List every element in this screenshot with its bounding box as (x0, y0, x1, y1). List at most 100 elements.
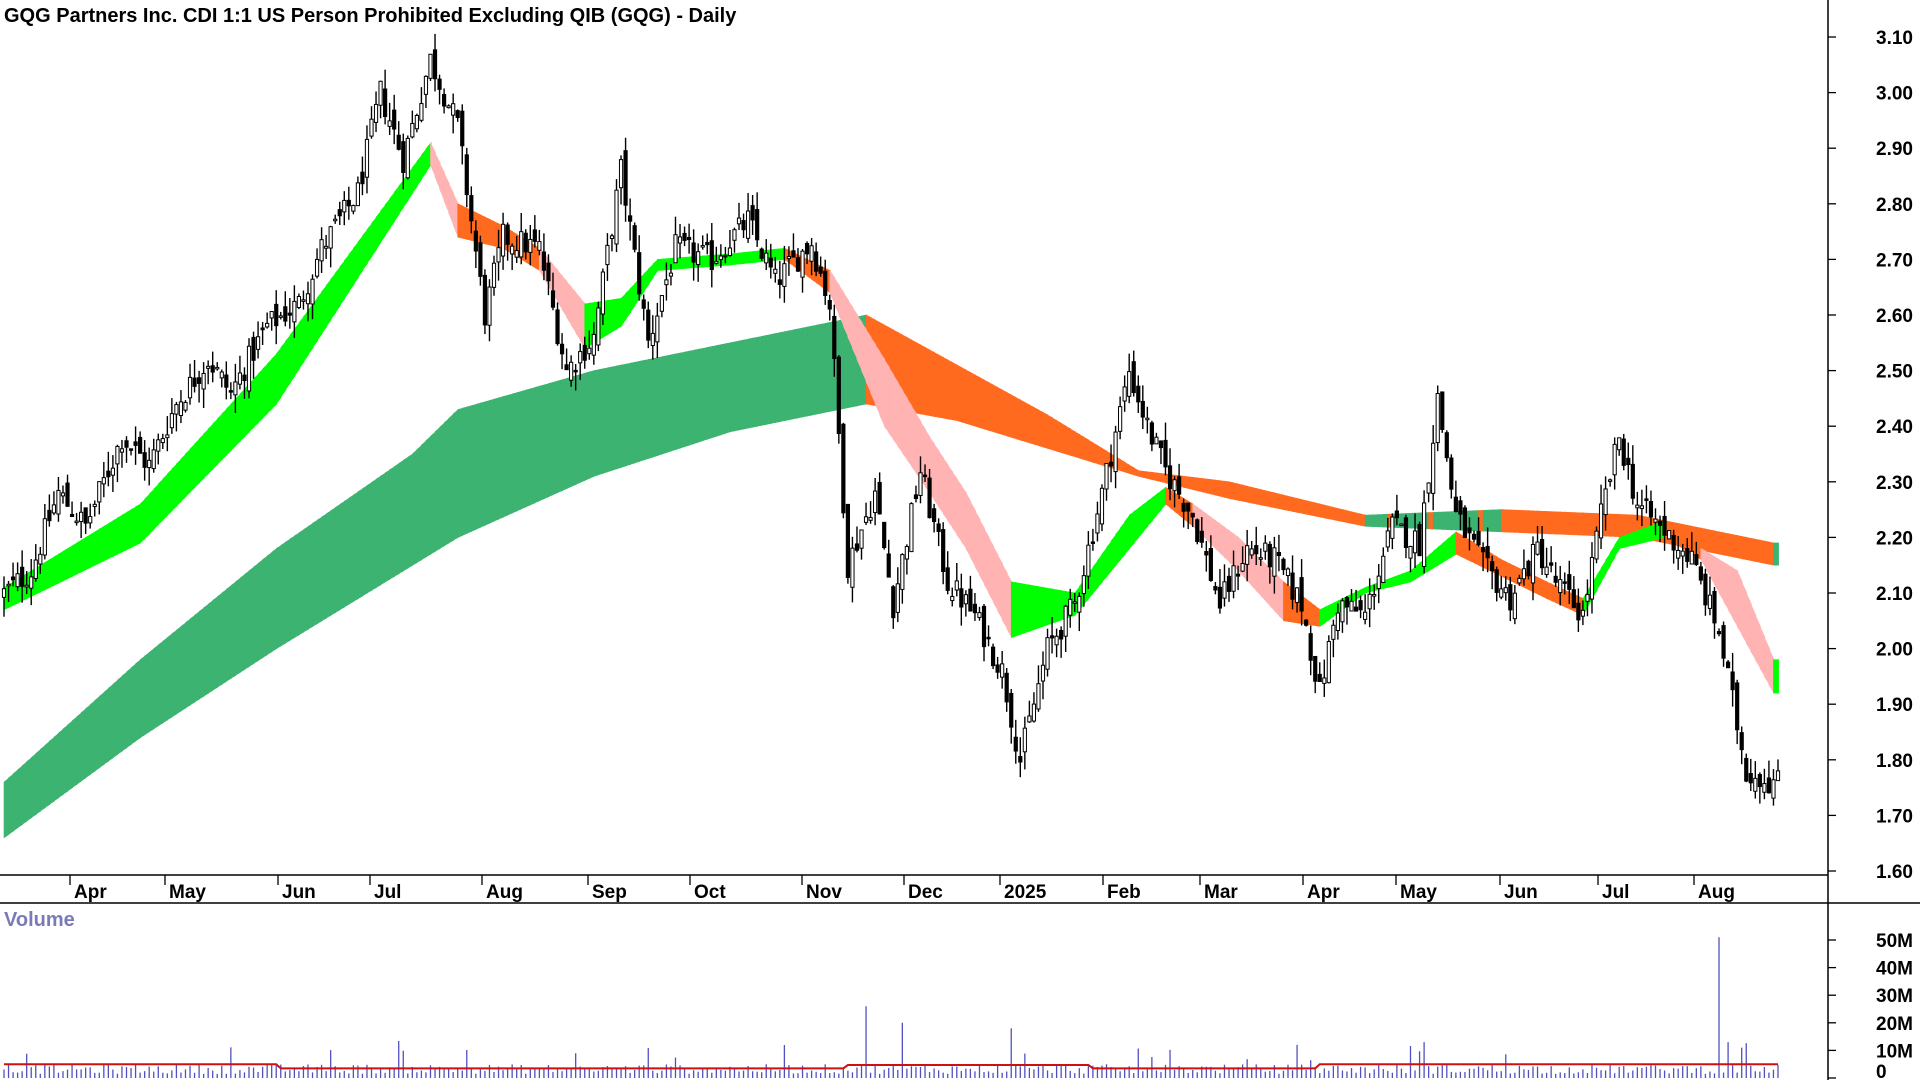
short-ma-segment (1147, 497, 1153, 528)
short-ma-segment (226, 403, 232, 456)
candle (1290, 555, 1295, 610)
candle (1340, 598, 1345, 633)
long-ma-segment (130, 663, 137, 745)
candle (201, 362, 206, 408)
candle (324, 234, 329, 259)
candle (128, 448, 134, 456)
short-ma-segment (157, 478, 164, 526)
short-ma-segment (153, 483, 160, 530)
candle (1285, 567, 1291, 586)
candle (932, 503, 937, 533)
candle (124, 436, 129, 463)
candle (1331, 619, 1336, 658)
candle (981, 604, 987, 662)
short-ma-segment (1600, 559, 1607, 583)
candle (283, 291, 288, 327)
candle (133, 426, 138, 465)
candle (101, 462, 106, 498)
candle (1721, 621, 1726, 667)
candle (882, 521, 887, 550)
candle (814, 242, 819, 277)
candle (886, 539, 891, 578)
candle (1762, 768, 1767, 800)
x-tick-label: May (169, 882, 206, 903)
short-ma-segment (289, 328, 296, 384)
y-axis-labels: 3.10 3.00 2.90 2.80 2.70 2.60 2.50 2.40 2.30 2.20… (1828, 28, 1913, 883)
short-ma-segment (221, 408, 228, 461)
candle (47, 494, 52, 527)
candle (1753, 761, 1758, 799)
candle (655, 302, 660, 359)
x-tick-label: Aug (1698, 882, 1735, 903)
short-ma-segment (248, 378, 255, 433)
candle (791, 233, 796, 258)
short-ma-segment (139, 498, 146, 544)
candle (1326, 635, 1331, 684)
short-ma-segment (416, 154, 423, 187)
candle (1018, 737, 1023, 778)
y-tick-label: 1.90 (1876, 695, 1913, 716)
short-ma-segment (266, 358, 273, 414)
candle (378, 80, 383, 119)
candle (1031, 692, 1037, 723)
long-ma-segment (126, 667, 132, 749)
candle (922, 464, 928, 482)
candle (1195, 518, 1200, 545)
short-ma-segment (353, 241, 359, 286)
candle (1589, 542, 1595, 614)
candle (904, 544, 909, 575)
candle (147, 447, 152, 486)
candle (1499, 575, 1504, 600)
candle (827, 294, 832, 321)
candle (174, 401, 179, 432)
candle (1644, 485, 1649, 514)
short-ma-segment (321, 284, 328, 335)
candle (1716, 628, 1722, 637)
candle (1517, 574, 1522, 586)
long-ma-segment (112, 679, 119, 759)
y-tick-label: 1.60 (1876, 862, 1913, 883)
long-ma-segment (135, 659, 142, 742)
candle (269, 311, 274, 331)
short-ma-segment (375, 210, 382, 251)
candle (863, 502, 869, 526)
candle (1703, 568, 1708, 616)
long-ma-ribbon (3, 314, 1779, 839)
candle (428, 53, 433, 81)
candle (65, 474, 70, 507)
short-ma-segment (1773, 659, 1779, 694)
candle (609, 233, 615, 252)
x-tick-label: Aug (486, 882, 523, 903)
long-ma-segment (108, 683, 114, 762)
candle (1408, 545, 1413, 573)
candle (891, 585, 896, 629)
long-ma-segment (121, 671, 128, 752)
short-ma-segment (316, 290, 323, 342)
candle (151, 438, 156, 473)
short-ma-segment (366, 222, 373, 265)
candle (1390, 513, 1395, 550)
candle (1512, 585, 1517, 625)
long-ma-segment (117, 675, 123, 755)
candle (1335, 603, 1341, 640)
volume-tick-label: 20M (1876, 1014, 1913, 1035)
candle (832, 304, 837, 377)
candle (818, 256, 823, 277)
candle (632, 222, 637, 253)
long-ma-segment (30, 752, 37, 819)
candle (1426, 482, 1431, 503)
short-ma-segment (1609, 544, 1616, 567)
candle (578, 343, 583, 380)
candle (1571, 576, 1576, 609)
candle (523, 229, 528, 260)
candle (246, 338, 252, 399)
short-ma-segment (1319, 606, 1326, 627)
short-ma-segment (135, 503, 142, 546)
candle (859, 529, 864, 560)
candle (1422, 490, 1427, 574)
short-ma-segment (194, 438, 200, 489)
short-ma-segment (1115, 527, 1122, 566)
long-ma-segment (35, 748, 42, 815)
